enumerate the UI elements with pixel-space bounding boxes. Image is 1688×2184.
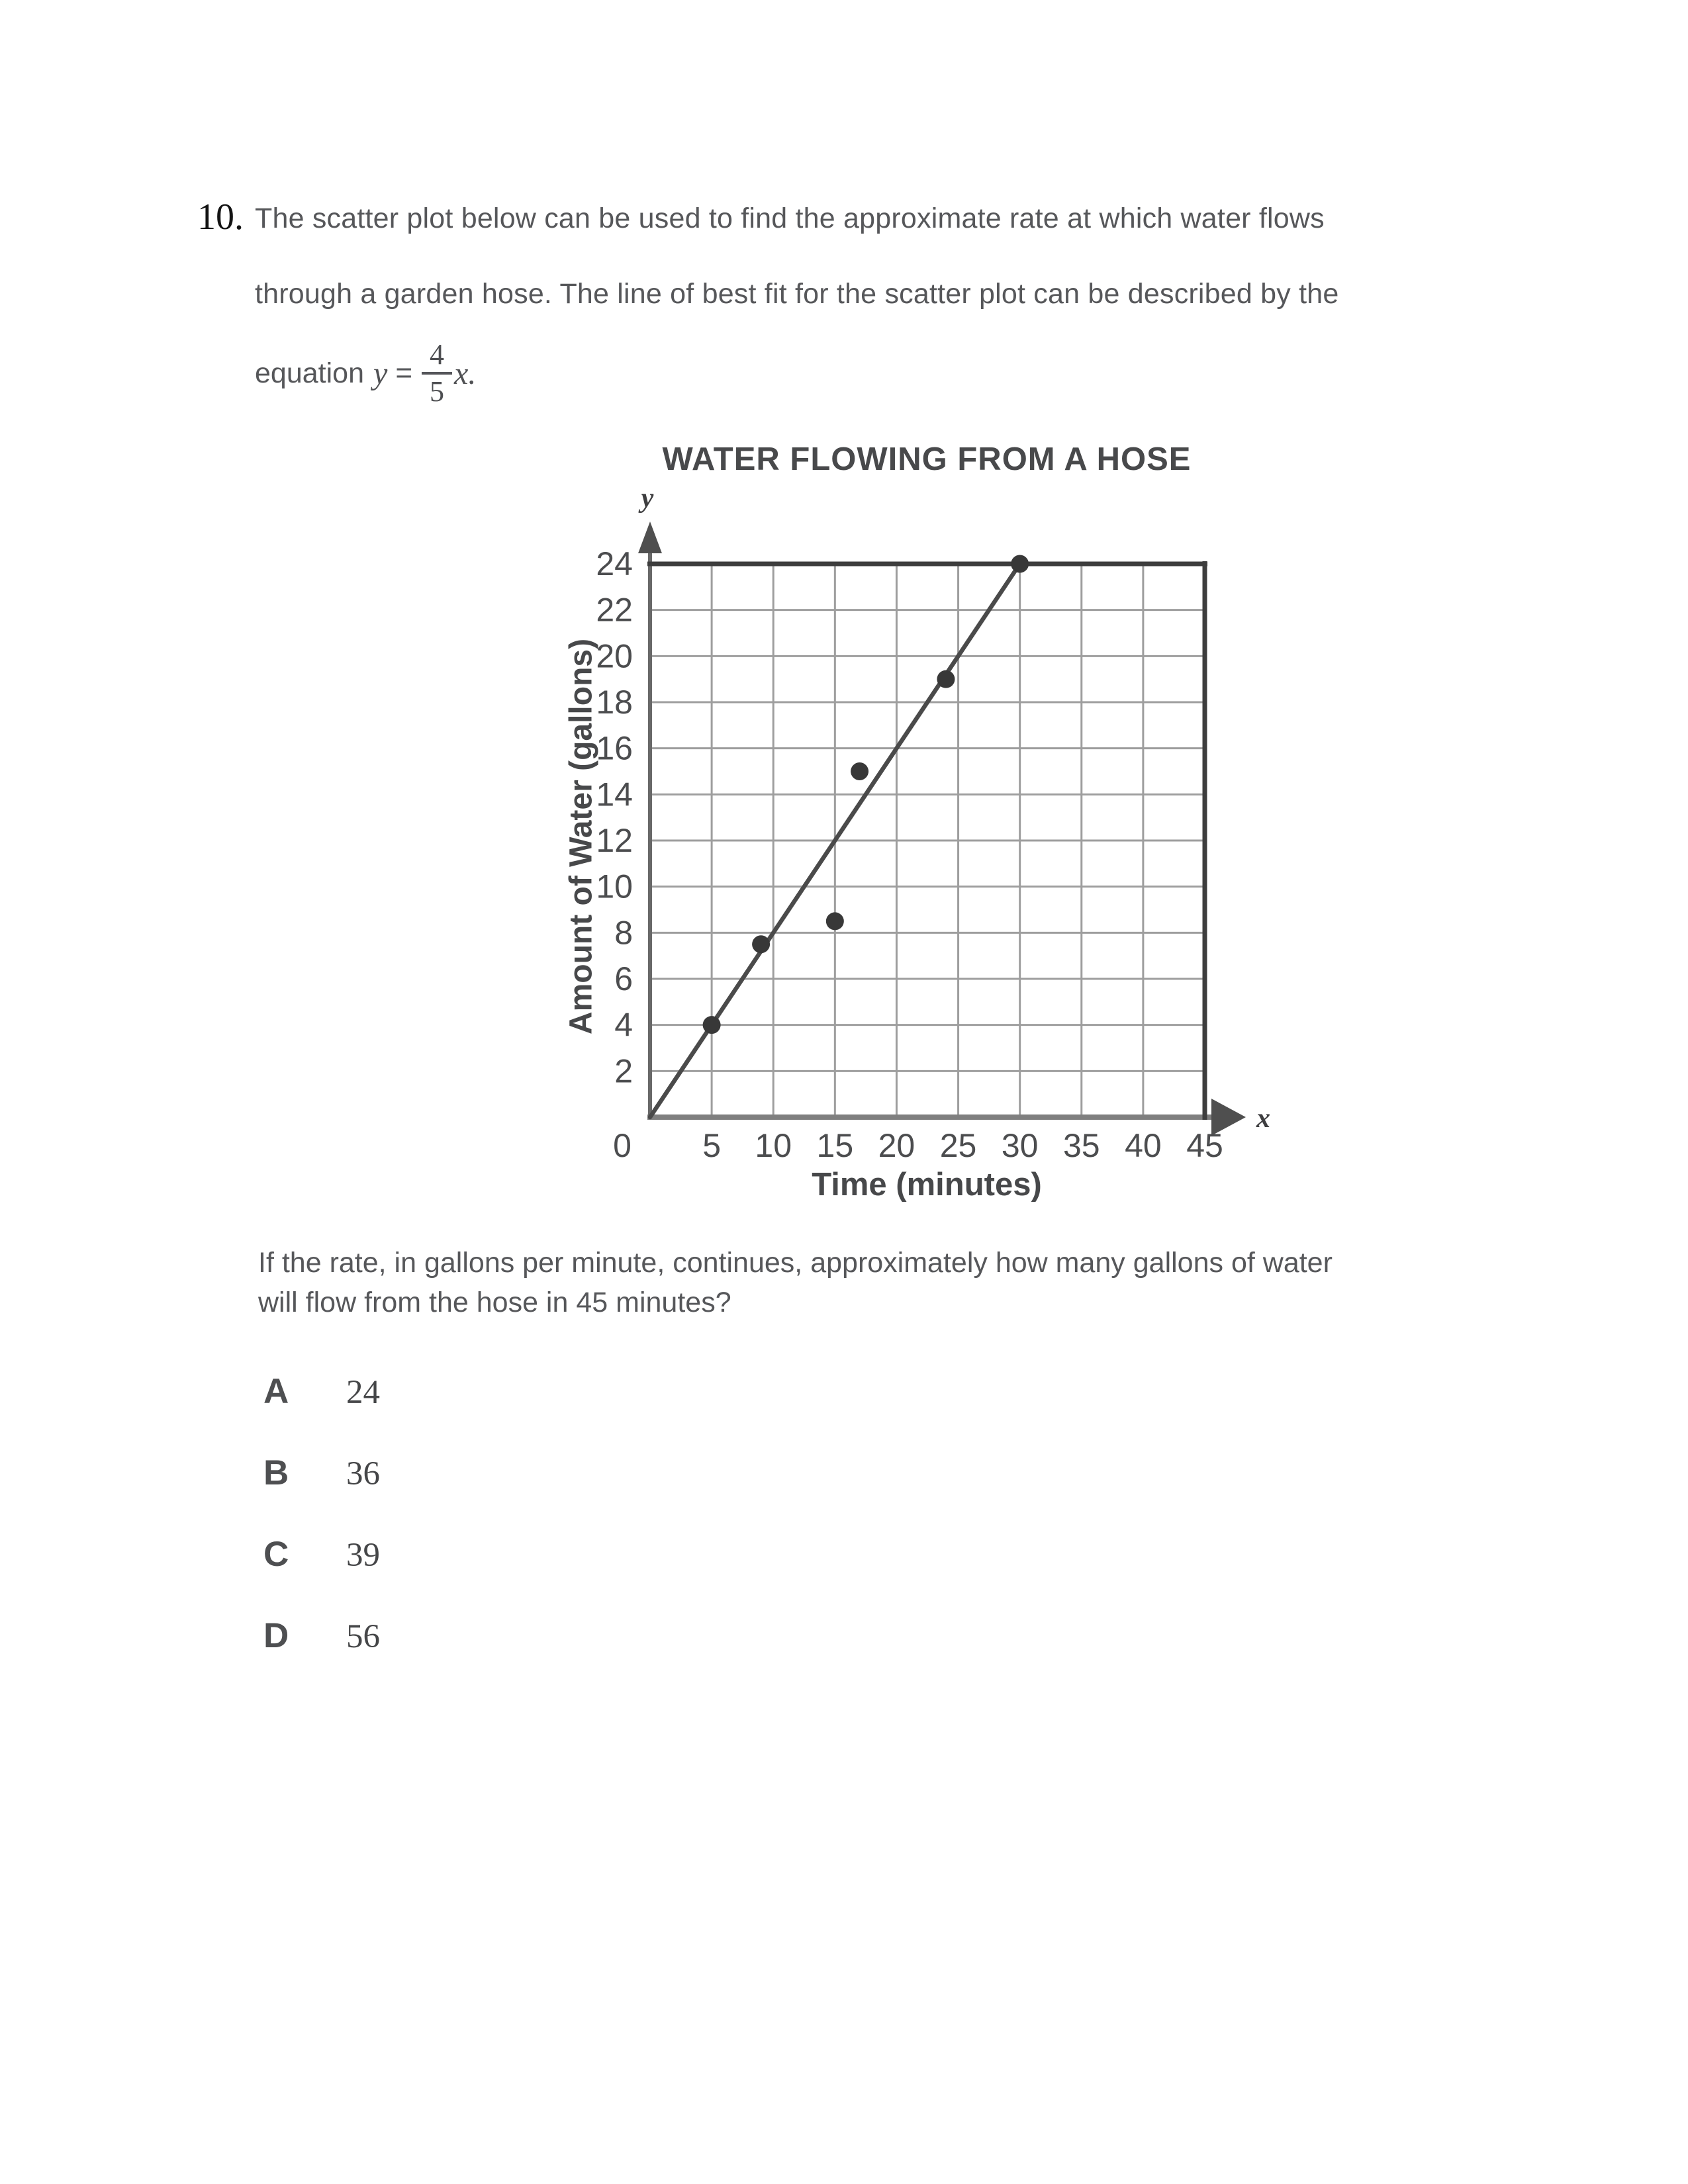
choice-c[interactable]: C 39 [263,1534,380,1580]
fraction-denominator: 5 [430,375,445,408]
choice-value: 36 [346,1455,380,1492]
choice-value: 56 [346,1618,380,1655]
svg-text:6: 6 [614,960,633,997]
choice-value: 24 [346,1374,380,1411]
equation-variable-y: y [373,355,388,391]
choice-d[interactable]: D 56 [263,1615,380,1662]
choice-letter: D [263,1616,289,1655]
svg-text:25: 25 [940,1127,977,1164]
svg-text:20: 20 [596,637,633,674]
svg-text:y: y [638,483,654,514]
prompt-line1: If the rate, in gallons per minute, cont… [258,1247,1333,1279]
svg-text:0: 0 [613,1127,632,1164]
choice-letter: C [263,1535,289,1574]
fraction: 4 5 [422,338,453,408]
svg-text:10: 10 [596,868,633,905]
choice-a[interactable]: A 24 [263,1371,380,1418]
fraction-bar [422,372,453,375]
svg-text:45: 45 [1186,1127,1223,1164]
svg-text:35: 35 [1063,1127,1100,1164]
choice-letter: A [263,1372,289,1411]
svg-text:24: 24 [596,545,633,582]
svg-text:4: 4 [614,1007,633,1044]
choice-letter: B [263,1453,289,1492]
question-number: 10. [197,197,244,238]
svg-text:5: 5 [702,1127,721,1164]
svg-text:40: 40 [1125,1127,1162,1164]
equation-variable-x: x. [454,355,477,391]
prompt-line2: will flow from the hose in 45 minutes? [258,1287,731,1318]
svg-text:16: 16 [596,730,633,767]
svg-text:15: 15 [817,1127,854,1164]
svg-text:14: 14 [596,776,633,813]
equation-prefix: equation [255,357,364,389]
question-text-line2: through a garden hose. The line of best … [255,278,1339,310]
svg-text:10: 10 [755,1127,792,1164]
chart-title: WATER FLOWING FROM A HOSE [662,441,1192,477]
svg-text:2: 2 [614,1052,633,1089]
svg-text:30: 30 [1002,1127,1039,1164]
choice-value: 39 [346,1537,380,1574]
fraction-numerator: 4 [430,338,445,371]
equals-sign: = [395,357,413,389]
y-axis-title: Amount of Water (gallons) [563,638,599,1035]
svg-text:x: x [1256,1103,1270,1134]
svg-text:20: 20 [878,1127,915,1164]
svg-text:22: 22 [596,592,633,629]
choice-b[interactable]: B 36 [263,1453,380,1499]
equation: equation y = 4 5 x. [255,327,476,420]
x-axis-title: Time (minutes) [812,1167,1042,1203]
svg-text:12: 12 [596,822,633,859]
svg-text:18: 18 [596,684,633,721]
question-text-line1: The scatter plot below can be used to fi… [255,203,1325,234]
svg-text:8: 8 [614,914,633,951]
